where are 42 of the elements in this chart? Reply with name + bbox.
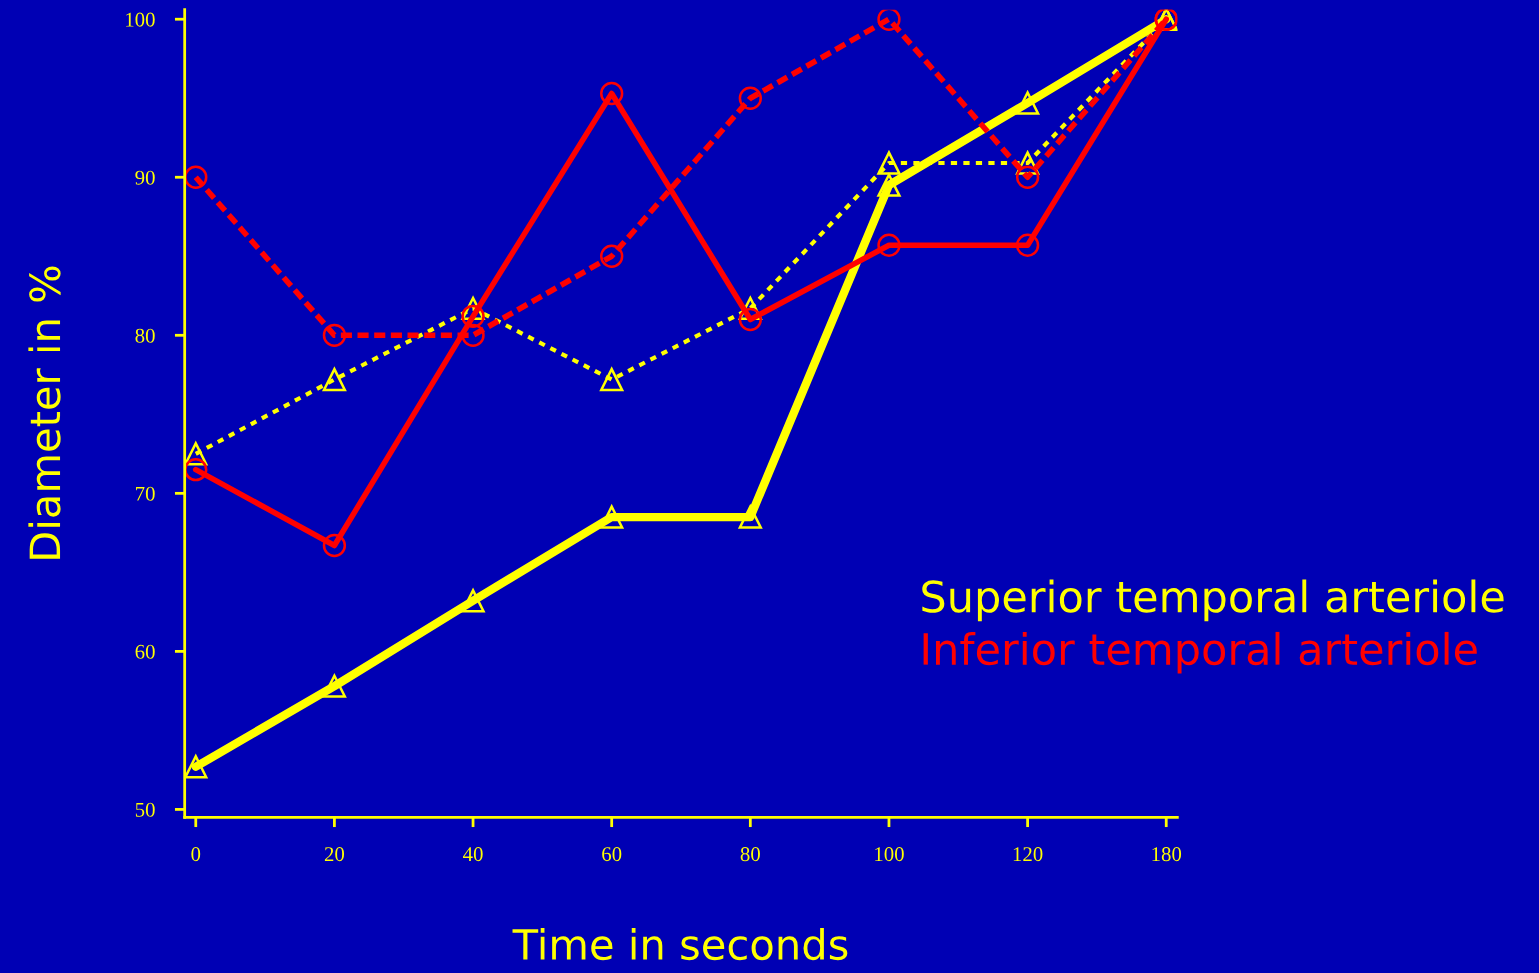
point [184,755,208,779]
point [461,323,485,347]
point [322,533,347,558]
x-axis-title: Time in seconds [512,927,848,961]
point [738,307,762,332]
point [184,165,208,189]
point [461,589,485,613]
point [877,173,901,197]
point [877,151,901,175]
text: Superior temporal arteriole [922,579,1504,622]
x-tick-label: 0 [191,847,201,862]
y-tick-label: 70 [136,486,155,501]
point [461,304,485,328]
x-tick-label: 40 [463,847,483,862]
point [184,457,208,482]
y-axis-title: Diameter in % [28,266,61,559]
point [322,367,347,392]
point [1015,233,1040,257]
point [1015,91,1040,115]
point [877,9,901,31]
x-tick-label: 60 [602,847,622,862]
point [738,505,762,529]
text: Inferior temporal arteriole [923,631,1477,674]
x-tick-label: 100 [875,847,904,862]
point [877,233,901,257]
y-tick-label: 60 [135,644,155,659]
y-tick-label: 90 [135,170,155,185]
point [322,323,347,347]
point [738,86,762,110]
point [600,81,624,106]
point [1015,165,1040,189]
point [600,367,624,392]
y-tick-label: 50 [135,802,155,817]
x-tick-label: 120 [1013,847,1043,862]
y-tick-label: 80 [135,328,155,343]
y-tick-label: 100 [126,12,155,27]
x-tick-label: 180 [1152,847,1182,862]
x-tick-label: 80 [740,847,760,862]
x-tick-label: 20 [324,847,345,862]
point [600,505,624,529]
point [600,244,624,268]
point [322,674,347,698]
